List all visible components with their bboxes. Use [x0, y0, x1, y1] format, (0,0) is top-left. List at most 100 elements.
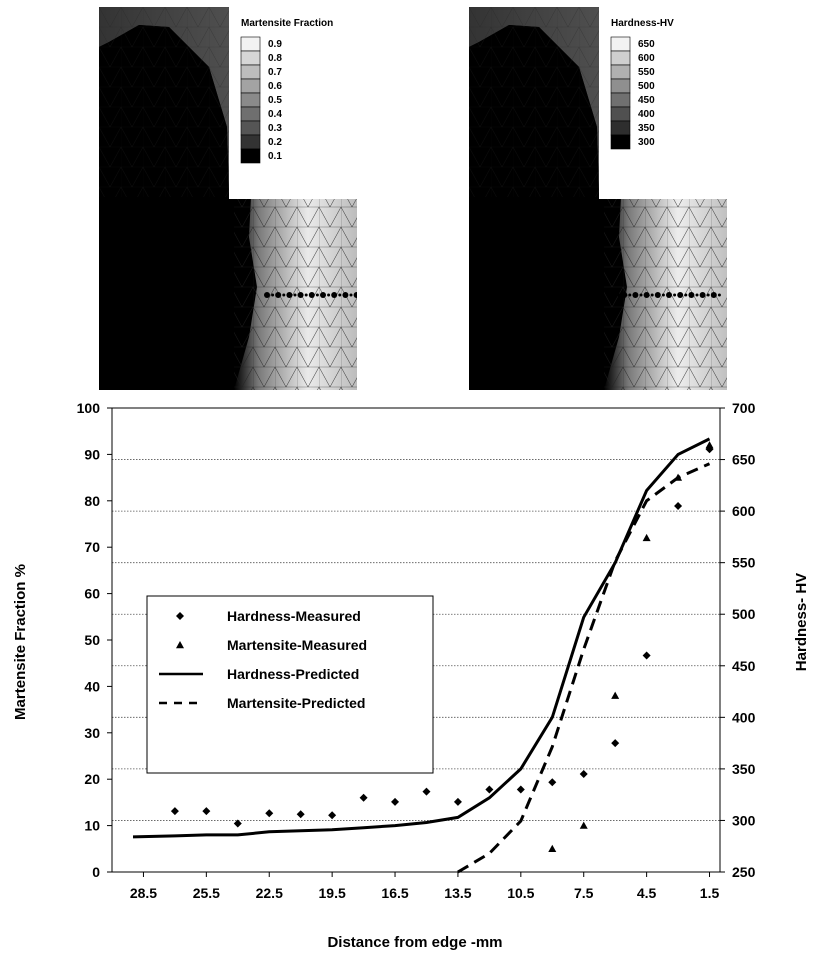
hardness-measured-point	[642, 651, 651, 660]
measurement-point	[271, 293, 275, 297]
measurement-point	[610, 292, 616, 298]
measurement-point	[621, 292, 628, 298]
measurement-point	[349, 293, 353, 297]
series-hardness-measured	[170, 445, 714, 828]
measurement-point	[275, 292, 282, 298]
y-right-tick-label: 600	[732, 503, 756, 519]
legend-swatch	[240, 134, 261, 150]
hardness-measured-point	[176, 612, 184, 620]
legend-swatch	[610, 36, 631, 52]
measurement-point	[331, 292, 338, 298]
legend-entry-label: Hardness-Measured	[227, 608, 361, 624]
legend-swatch	[610, 92, 631, 108]
legend-level-label: 0.9	[268, 39, 282, 50]
measurement-point	[628, 293, 632, 297]
series-martensite-predicted	[457, 462, 711, 874]
measurement-point	[304, 293, 308, 297]
measurement-point	[699, 292, 706, 298]
legend-level-label: 0.1	[268, 151, 282, 162]
legend-swatch	[240, 36, 261, 52]
martensite-predicted-line	[457, 462, 711, 874]
x-tick-label: 13.5	[444, 885, 471, 901]
hardness-measured-point	[170, 807, 179, 816]
y-left-tick-label: 80	[84, 493, 100, 509]
legend-swatch	[610, 64, 631, 80]
x-axis-label: Distance from edge -mm	[327, 934, 502, 951]
legend-box	[146, 595, 434, 774]
y-axis-right-label: Hardness- HV	[793, 573, 810, 671]
legend-level-label: 0.4	[268, 109, 282, 120]
legend-swatch	[240, 78, 261, 94]
y-left-tick-label: 10	[84, 818, 100, 834]
legend-title: Martensite Fraction	[241, 18, 333, 29]
x-tick-label: 10.5	[507, 885, 534, 901]
legend-title: Hardness-HV	[611, 18, 674, 29]
measurement-point	[264, 292, 270, 298]
hardness-measured-point	[422, 787, 431, 796]
measurement-point	[639, 293, 643, 297]
hardness-measured-point	[265, 809, 274, 818]
y-right-tick-label: 650	[732, 452, 756, 468]
legend-swatch	[610, 50, 631, 66]
hardness-measured-point	[548, 778, 557, 787]
measurement-point	[643, 292, 650, 298]
y-left-tick-label: 50	[84, 632, 100, 648]
measurement-point	[673, 293, 677, 297]
legend-level-label: 400	[638, 109, 655, 120]
legend-level-label: 550	[638, 67, 655, 78]
legend-level-label: 0.5	[268, 95, 282, 106]
y-right-tick-label: 450	[732, 658, 756, 674]
x-tick-label: 4.5	[637, 885, 657, 901]
legend-entry-label: Martensite-Predicted	[227, 695, 365, 711]
martensite-measured-point	[705, 441, 714, 449]
hardness-measured-point	[233, 819, 242, 828]
legend-entry-label: Hardness-Predicted	[227, 666, 359, 682]
legend-level-label: 650	[638, 39, 655, 50]
martensite-measured-point	[642, 533, 651, 542]
y-left-tick-label: 70	[84, 539, 100, 555]
y-right-tick-label: 350	[732, 761, 756, 777]
y-right-tick-label: 550	[732, 555, 756, 571]
legend-level-label: 600	[638, 53, 655, 64]
measurement-point	[684, 293, 688, 297]
legend-swatch	[240, 120, 261, 136]
x-tick-label: 1.5	[700, 885, 720, 901]
hardness-measured-point	[453, 797, 462, 806]
y-left-tick-label: 90	[84, 446, 100, 462]
legend-swatch	[610, 78, 631, 94]
measurement-point	[617, 293, 621, 297]
measurement-point	[338, 293, 342, 297]
y-axis-left-label: Martensite Fraction %	[12, 564, 29, 720]
martensite-measured-point	[176, 641, 184, 649]
y-right-tick-label: 400	[732, 709, 756, 725]
hardness-martensite-chart: 0 10 20 30 40 50 60 70 80 90 100 250 300 350 400 450 50…	[12, 400, 810, 951]
chart-legend: Hardness-Measured Martensite-Measured Hard…	[146, 595, 434, 774]
hardness-measured-point	[359, 793, 368, 802]
measurement-point	[717, 293, 721, 297]
y-left-tick-label: 40	[84, 678, 100, 694]
martensite-measured-point	[548, 844, 557, 852]
y-right-tick-label: 500	[732, 606, 756, 622]
legend-level-label: 450	[638, 95, 655, 106]
hardness-measured-point	[328, 811, 337, 820]
legend-level-label: 0.2	[268, 137, 282, 148]
martensite-measured-point	[579, 821, 588, 829]
y-left-tick-label: 60	[84, 586, 100, 602]
y-right-tick-label: 250	[732, 864, 756, 880]
hardness-measured-point	[611, 739, 620, 748]
legend-swatch	[610, 106, 631, 122]
hardness-measured-point	[674, 501, 683, 510]
measurement-point	[695, 293, 699, 297]
legend-level-label: 0.3	[268, 123, 282, 134]
legend-level-label: 0.8	[268, 53, 282, 64]
hardness-measured-point	[391, 797, 400, 806]
y-right-tick-label: 300	[732, 812, 756, 828]
legend-level-label: 300	[638, 137, 655, 148]
measurement-point	[342, 292, 349, 298]
hardness-predicted-line	[132, 437, 711, 839]
series-martensite-measured	[548, 441, 714, 852]
legend-level-label: 500	[638, 81, 655, 92]
legend-swatch	[240, 64, 261, 80]
martensite-fraction-contour-map: Martensite Fraction 0.9 0.8 0.7 0.6 0.5 0.4 0.…	[99, 7, 357, 390]
measurement-point	[710, 292, 717, 298]
